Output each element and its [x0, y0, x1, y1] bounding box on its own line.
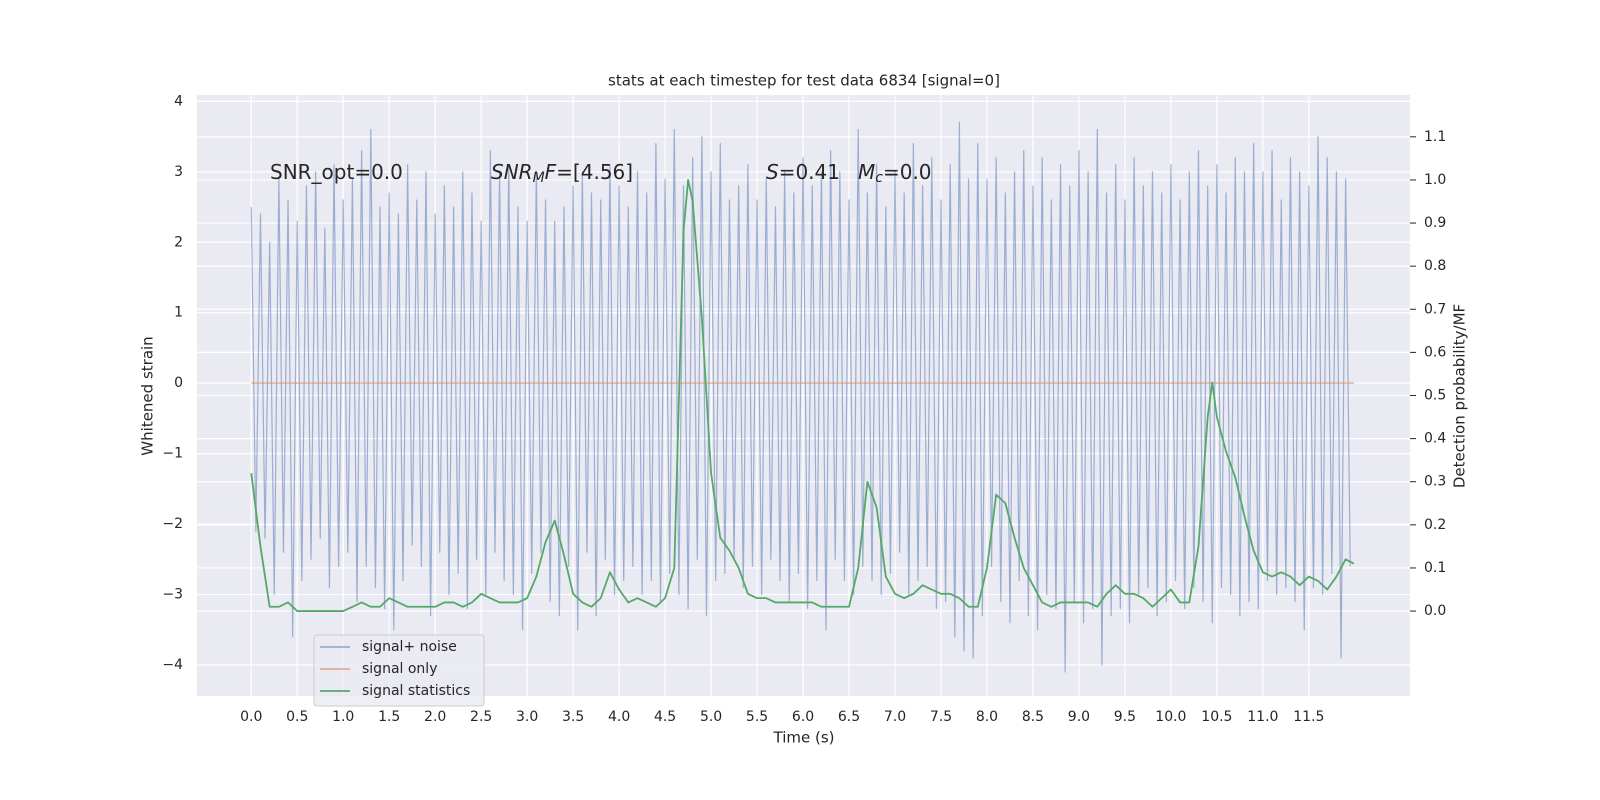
annotation-part: F — [545, 160, 557, 184]
y2-tick-label: 1.0 — [1424, 172, 1446, 188]
x-tick-label: 9.5 — [1114, 709, 1136, 725]
annotation-part: SNR_opt=0.0 — [270, 160, 403, 184]
y2-tick-label: 0.4 — [1424, 431, 1446, 447]
y-tick-label: −1 — [162, 446, 183, 462]
y2-tick-label: 0.9 — [1424, 215, 1446, 231]
x-tick-label: 2.5 — [470, 709, 492, 725]
x-tick-label: 11.0 — [1247, 709, 1278, 725]
legend-box — [313, 634, 485, 707]
x-tick-label: 10.0 — [1155, 709, 1186, 725]
x-tick-label: 3.5 — [562, 709, 584, 725]
x-tick-label: 4.5 — [654, 709, 676, 725]
x-tick-label: 7.5 — [930, 709, 952, 725]
legend-label: signal only — [362, 661, 437, 677]
y2-tick-label: 0.0 — [1424, 603, 1446, 619]
x-tick-label: 10.5 — [1201, 709, 1232, 725]
x-axis-label: Time (s) — [773, 729, 835, 747]
annotation: SNR_opt=0.0 — [270, 160, 403, 184]
annotation: SNRMF=[4.56] — [491, 160, 633, 187]
y2-tick-label: 0.3 — [1424, 474, 1446, 490]
annotation-part: =0.0 — [883, 160, 932, 184]
x-tick-label: 6.5 — [838, 709, 860, 725]
x-tick-label: 5.0 — [700, 709, 722, 725]
y-tick-label: 2 — [174, 234, 183, 250]
y2-tick-label: 0.5 — [1424, 388, 1446, 404]
annotation-part: M — [533, 170, 545, 186]
x-tick-label: 6.0 — [792, 709, 814, 725]
x-tick-label: 5.5 — [746, 709, 768, 725]
legend: signal+ noise signal only signal statistic… — [313, 634, 485, 707]
legend-label: signal statistics — [362, 683, 470, 699]
y-tick-label: −3 — [162, 587, 183, 603]
y2-tick-label: 0.1 — [1424, 560, 1446, 576]
annotation-part: M — [858, 160, 875, 184]
y-tick-label: −4 — [162, 657, 183, 673]
annotation: S=0.41 — [766, 160, 840, 184]
legend-label: signal+ noise — [362, 639, 457, 655]
y-tick-label: 4 — [174, 93, 183, 109]
y-tick-label: −2 — [162, 516, 183, 532]
y-tick-label: 3 — [174, 164, 183, 180]
annotation-part: S — [766, 160, 779, 184]
x-tick-label: 0.5 — [286, 709, 308, 725]
annotation-part: =[4.56] — [556, 160, 633, 184]
series-line — [250, 121, 1351, 673]
x-tick-label: 1.0 — [332, 709, 354, 725]
x-tick-label: 7.0 — [884, 709, 906, 725]
series-line — [250, 179, 1355, 612]
annotation-part: SNR — [491, 160, 533, 184]
annotation-part: c — [875, 170, 883, 186]
y-axis-label: Whitened strain — [139, 336, 157, 455]
y2-tick-label: 1.1 — [1424, 129, 1446, 145]
x-tick-label: 8.5 — [1022, 709, 1044, 725]
y2-axis-label: Detection probability/MF — [1451, 304, 1469, 488]
x-tick-label: 9.0 — [1068, 709, 1090, 725]
y2-tick-label: 0.8 — [1424, 258, 1446, 274]
y-tick-label: 1 — [174, 305, 183, 321]
y2-tick-label: 0.2 — [1424, 517, 1446, 533]
x-tick-label: 3.0 — [516, 709, 538, 725]
y-tick-label: 0 — [174, 375, 183, 391]
x-tick-label: 1.5 — [378, 709, 400, 725]
x-tick-label: 2.0 — [424, 709, 446, 725]
chart-title: stats at each timestep for test data 683… — [608, 72, 1000, 90]
x-tick-label: 4.0 — [608, 709, 630, 725]
annotation: Mc=0.0 — [858, 160, 932, 187]
x-tick-label: 0.0 — [240, 709, 262, 725]
x-tick-label: 11.5 — [1293, 709, 1324, 725]
annotation-part: =0.41 — [779, 160, 840, 184]
y2-tick-label: 0.6 — [1424, 344, 1446, 360]
x-tick-label: 8.0 — [976, 709, 998, 725]
y2-tick-label: 0.7 — [1424, 301, 1446, 317]
